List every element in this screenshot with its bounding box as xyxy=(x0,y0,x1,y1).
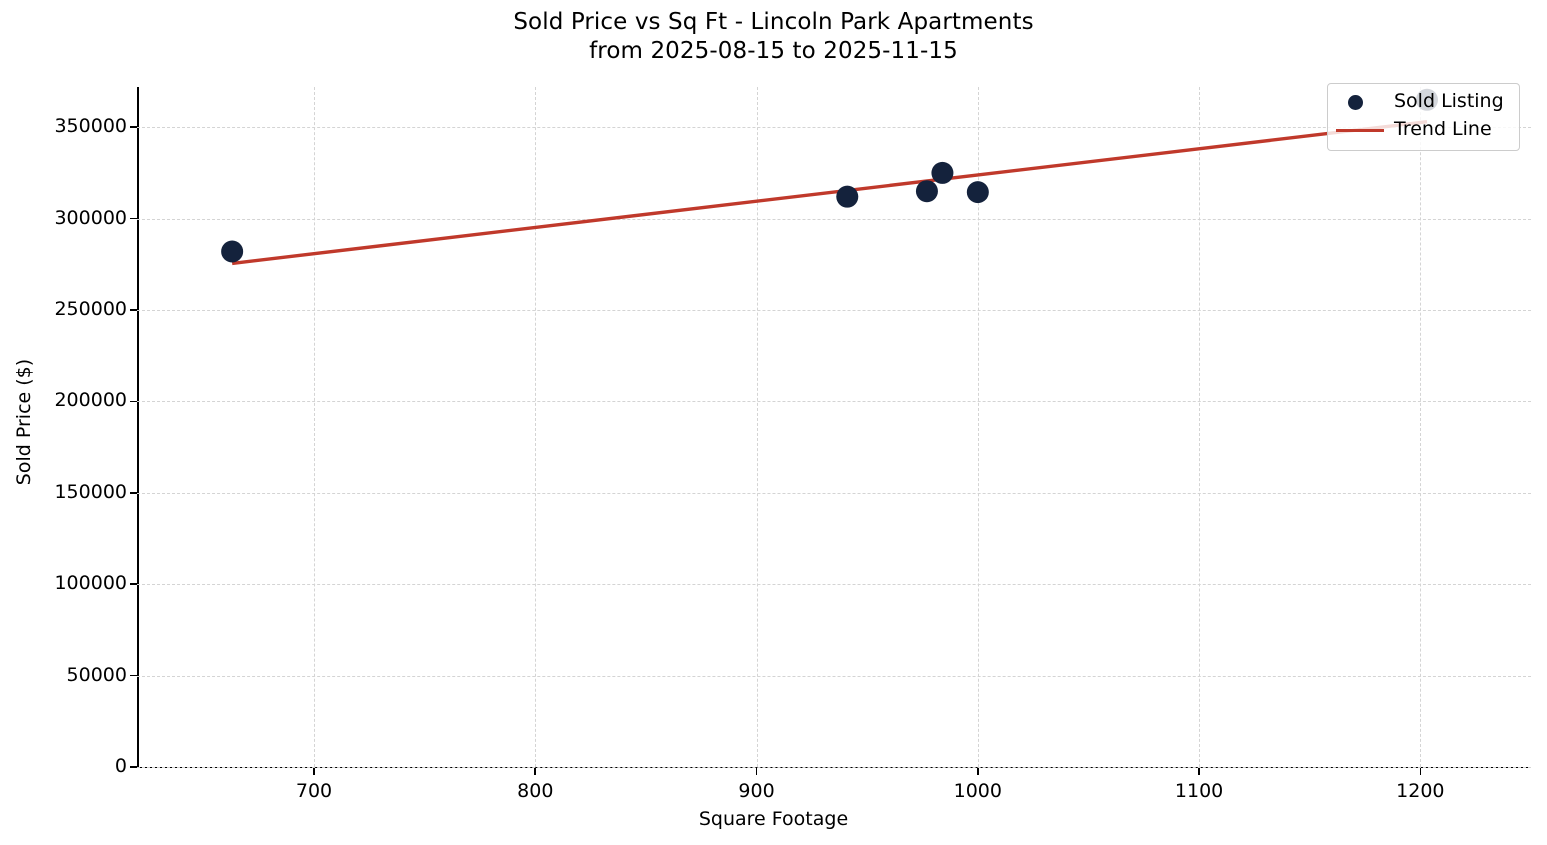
x-tick-mark-2 xyxy=(755,768,758,775)
x-tick-label-4: 1100 xyxy=(1174,780,1224,802)
data-point-4[interactable] xyxy=(966,181,989,204)
x-tick-mark-0 xyxy=(313,768,315,775)
gridline-x-0 xyxy=(314,87,316,767)
y-tick-label-0: 0 xyxy=(114,755,127,777)
gridline-y-3 xyxy=(137,492,1531,494)
x-tick-label-2: 900 xyxy=(738,780,775,802)
y-tick-mark-7 xyxy=(130,126,137,128)
y-tick-label-3: 150000 xyxy=(54,480,127,503)
gridline-y-1 xyxy=(137,675,1531,677)
x-tick-mark-3 xyxy=(977,768,979,775)
legend-label-sold-listing: Sold Listing xyxy=(1394,90,1504,112)
x-tick-label-0: 700 xyxy=(295,780,333,802)
y-tick-label-7: 350000 xyxy=(54,115,127,138)
y-tick-mark-5 xyxy=(130,309,137,311)
gridline-x-3 xyxy=(977,87,979,767)
data-point-1[interactable] xyxy=(836,185,859,208)
legend-marker-dot-icon xyxy=(1348,95,1363,110)
gridline-x-2 xyxy=(756,87,758,767)
chart-title: Sold Price vs Sq Ft - Lincoln Park Apart… xyxy=(0,8,1547,66)
gridline-y-4 xyxy=(137,401,1531,403)
chart-title-subtitle: from 2025-08-15 to 2025-11-15 xyxy=(589,38,958,64)
x-tick-label-5: 1200 xyxy=(1396,780,1445,802)
x-axis-label: Square Footage xyxy=(698,808,849,830)
y-tick-label-4: 200000 xyxy=(54,389,127,412)
y-tick-mark-4 xyxy=(130,400,137,403)
legend-label-trend-line: Trend Line xyxy=(1394,118,1492,140)
y-tick-mark-6 xyxy=(130,217,137,220)
gridline-x-1 xyxy=(535,87,537,767)
x-tick-mark-4 xyxy=(1198,768,1200,775)
data-point-0[interactable] xyxy=(221,240,244,263)
x-tick-label-1: 800 xyxy=(517,780,554,802)
x-tick-label-3: 1000 xyxy=(953,780,1002,802)
y-tick-mark-0 xyxy=(130,766,137,768)
plot-area xyxy=(137,87,1531,768)
legend-marker-line-icon xyxy=(1336,129,1384,133)
gridline-y-2 xyxy=(137,584,1531,586)
gridline-x-5 xyxy=(1420,87,1422,767)
gridline-y-0 xyxy=(137,767,1531,768)
gridline-y-5 xyxy=(137,310,1531,311)
data-point-2[interactable] xyxy=(915,180,938,203)
gridline-y-6 xyxy=(137,218,1531,220)
gridline-x-4 xyxy=(1199,87,1201,767)
x-tick-mark-5 xyxy=(1419,768,1422,775)
y-tick-mark-3 xyxy=(130,492,137,494)
y-tick-label-5: 250000 xyxy=(54,298,127,320)
y-tick-label-6: 300000 xyxy=(54,206,127,229)
legend-item-trend-line[interactable]: Trend Line xyxy=(1328,115,1519,143)
y-tick-mark-2 xyxy=(130,583,137,585)
data-point-3[interactable] xyxy=(931,161,954,184)
gridline-y-7 xyxy=(137,127,1531,129)
y-axis-spine xyxy=(137,87,139,768)
y-tick-mark-1 xyxy=(130,674,137,677)
y-tick-label-2: 100000 xyxy=(54,572,127,595)
legend-item-sold-listing[interactable]: Sold Listing xyxy=(1328,87,1519,115)
chart-legend[interactable]: Sold Listing Trend Line xyxy=(1327,83,1520,151)
x-tick-mark-1 xyxy=(534,768,537,775)
trend-line-path xyxy=(231,120,1428,266)
y-tick-label-1: 50000 xyxy=(66,663,127,686)
chart-title-main: Sold Price vs Sq Ft - Lincoln Park Apart… xyxy=(513,9,1034,35)
